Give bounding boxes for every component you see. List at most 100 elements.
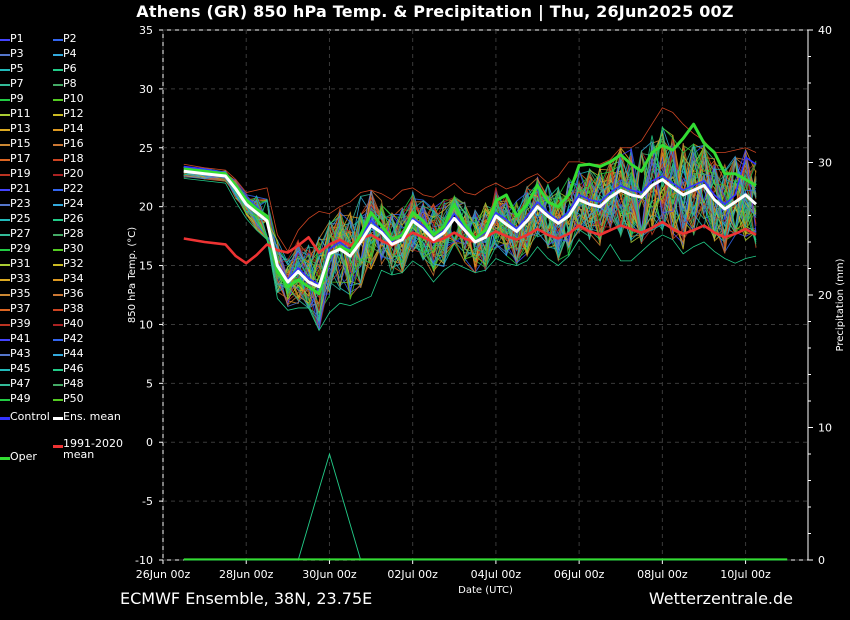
ensemble-member-line (183, 135, 757, 295)
y-tick-label: -5 (142, 495, 153, 508)
legend-label: P43 (10, 347, 31, 360)
legend-swatch (53, 309, 63, 311)
legend-swatch (53, 369, 63, 371)
legend-label: P2 (63, 32, 77, 45)
y2-tick-label: 20 (818, 289, 832, 302)
legend-swatch (0, 144, 10, 146)
y-tick-label: 25 (139, 142, 153, 155)
ensemble-member-line (183, 148, 757, 331)
x-tick-label: 02Jul 00z (387, 568, 438, 581)
legend-swatch (53, 279, 63, 281)
y-tick-label: 5 (146, 377, 153, 390)
legend-label: P8 (63, 77, 77, 90)
legend-swatch (53, 399, 63, 401)
legend-swatch (0, 204, 10, 206)
ensemble-member-line (183, 144, 757, 309)
ensemble-member-line (183, 154, 757, 315)
y2-axis-label: Precipitation (mm) (835, 258, 846, 351)
legend-swatch (53, 54, 63, 56)
legend-swatch (53, 234, 63, 236)
legend-swatch (53, 39, 63, 41)
legend-swatch (0, 264, 10, 266)
legend-swatch (0, 309, 10, 311)
legend-swatch (0, 339, 10, 341)
legend-swatch (53, 189, 63, 191)
y2-tick-label: 30 (818, 157, 832, 170)
legend-swatch (0, 54, 10, 56)
ensemble-lower-line (183, 178, 757, 332)
legend-label: P37 (10, 302, 31, 315)
legend-label: P29 (10, 242, 31, 255)
legend-swatch (53, 159, 63, 161)
legend-swatch (53, 445, 63, 448)
y2-tick-label: 40 (818, 24, 832, 37)
legend-label: P4 (63, 47, 77, 60)
legend-label: P18 (63, 152, 84, 165)
legend-label: P34 (63, 272, 84, 285)
x-tick-label: 28Jun 00z (219, 568, 274, 581)
legend-label: P14 (63, 122, 84, 135)
y-tick-label: 20 (139, 201, 153, 214)
y-tick-label: 0 (146, 436, 153, 449)
x-tick-label: 26Jun 00z (136, 568, 191, 581)
legend-swatch (0, 324, 10, 326)
legend-label: P20 (63, 167, 84, 180)
legend-swatch (53, 249, 63, 251)
legend-label: P17 (10, 152, 31, 165)
legend-label: P33 (10, 272, 31, 285)
site-credit-label: Wetterzentrale.de (648, 589, 793, 608)
legend-swatch (0, 174, 10, 176)
x-tick-label: 08Jul 00z (637, 568, 688, 581)
legend-label: Oper (10, 450, 37, 463)
legend-label: P41 (10, 332, 31, 345)
y2-tick-label: 0 (818, 554, 825, 567)
legend-swatch (53, 129, 63, 131)
legend-swatch (0, 417, 10, 420)
legend-label: P40 (63, 317, 84, 330)
y-axis-label: 850 hPa Temp. (°C) (127, 227, 138, 323)
y-tick-label: 30 (139, 83, 153, 96)
legend-label: P26 (63, 212, 84, 225)
legend-label: P22 (63, 182, 84, 195)
legend-label: P5 (10, 62, 24, 75)
legend-swatch (0, 279, 10, 281)
legend-label: P31 (10, 257, 31, 270)
y-tick-label: 15 (139, 260, 153, 273)
legend-swatch (53, 99, 63, 101)
legend-label: P48 (63, 377, 84, 390)
ensemble-member-line (183, 126, 757, 287)
legend-swatch (0, 219, 10, 221)
legend-swatch (53, 324, 63, 326)
legend-swatch (53, 384, 63, 386)
y-tick-label: -10 (135, 554, 153, 567)
legend-label: P16 (63, 137, 84, 150)
x-axis-label: Date (UTC) (458, 585, 513, 596)
legend-swatch (0, 249, 10, 251)
legend-swatch (53, 114, 63, 116)
legend-swatch (0, 234, 10, 236)
legend-swatch (53, 264, 63, 266)
legend-label: P50 (63, 392, 84, 405)
legend-label: P30 (63, 242, 84, 255)
legend-label: P42 (63, 332, 84, 345)
legend-swatch (0, 189, 10, 191)
x-tick-label: 04Jul 00z (471, 568, 522, 581)
ensemble-member-line (183, 165, 757, 294)
legend-swatch (53, 204, 63, 206)
y-tick-label: 10 (139, 318, 153, 331)
legend-swatch (53, 84, 63, 86)
legend-label: P7 (10, 77, 24, 90)
legend-swatch (0, 457, 10, 460)
legend-label: Control (10, 410, 50, 423)
legend-swatch (0, 294, 10, 296)
legend-swatch (53, 339, 63, 341)
legend-label: P9 (10, 92, 24, 105)
plot-frame (162, 29, 809, 561)
legend-label: Ens. mean (63, 410, 121, 423)
legend-label: P28 (63, 227, 84, 240)
y2-tick-label: 10 (818, 422, 832, 435)
ensemble-upper-line (183, 107, 757, 253)
legend-swatch (0, 84, 10, 86)
legend-label: P24 (63, 197, 84, 210)
